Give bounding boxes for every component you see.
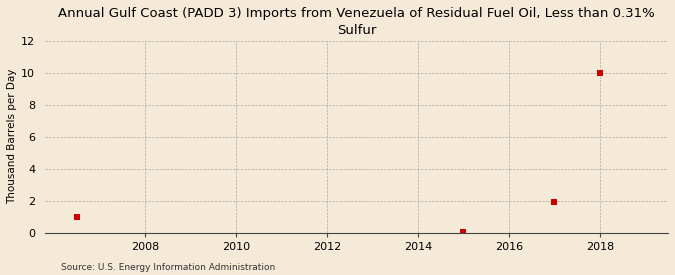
Text: Source: U.S. Energy Information Administration: Source: U.S. Energy Information Administ…: [61, 263, 275, 272]
Y-axis label: Thousand Barrels per Day: Thousand Barrels per Day: [7, 69, 17, 204]
Title: Annual Gulf Coast (PADD 3) Imports from Venezuela of Residual Fuel Oil, Less tha: Annual Gulf Coast (PADD 3) Imports from …: [58, 7, 655, 37]
